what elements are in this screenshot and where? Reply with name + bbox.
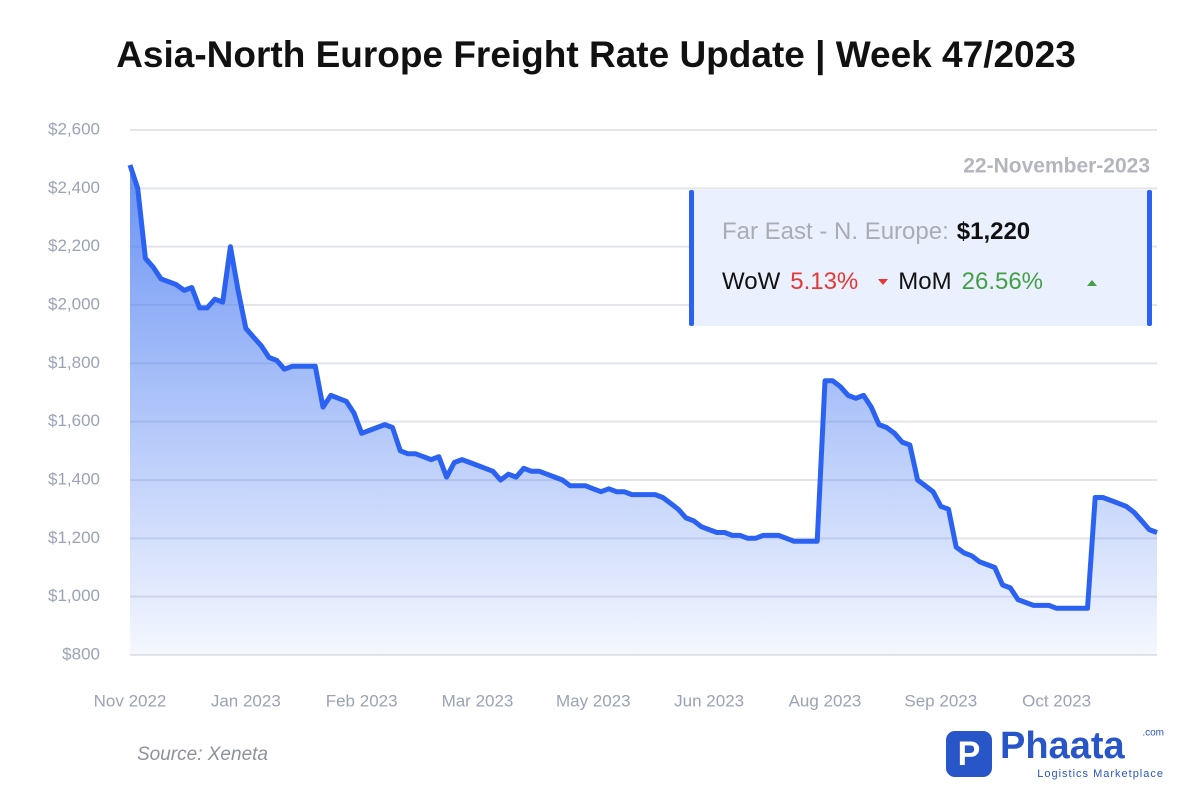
rate: $1,220 [957, 218, 1030, 245]
info-box-edge [1147, 190, 1152, 326]
x-tick-label: Feb 2023 [326, 691, 398, 710]
info-box [691, 190, 1151, 326]
y-tick-label: $2,200 [48, 236, 100, 255]
x-tick-label: Aug 2023 [789, 691, 862, 710]
up-arrow [1087, 280, 1097, 286]
route: Far East - N. Europe: [722, 218, 949, 245]
wow: 5.13% [790, 268, 858, 295]
logo-icon [946, 731, 992, 777]
x-tick-label: Nov 2022 [94, 691, 167, 710]
y-tick-label: $2,000 [48, 294, 100, 313]
y-tick-label: $1,800 [48, 353, 100, 372]
y-tick-label: $1,400 [48, 469, 100, 488]
mom: 26.56% [962, 268, 1043, 295]
info-date: 22-November-2023 [963, 155, 1150, 178]
x-tick-label: Jan 2023 [211, 691, 281, 710]
wow-label: WoW [722, 268, 781, 295]
y-tick-label: $2,400 [48, 178, 100, 197]
brand-name: Phaata [1000, 725, 1125, 767]
x-tick-label: Sep 2023 [904, 691, 977, 710]
x-tick-label: Oct 2023 [1022, 691, 1091, 710]
x-tick-label: May 2023 [556, 691, 631, 710]
info-route: Far East - N. Europe: $1,220 [722, 218, 1030, 245]
source: Source: Xeneta [137, 744, 268, 765]
logo-letter: P [958, 735, 981, 773]
chart-title: Asia-North Europe Freight Rate Update | … [116, 34, 1076, 76]
y-tick-label: $800 [62, 644, 100, 663]
y-tick-label: $1,600 [48, 411, 100, 430]
area [130, 165, 1157, 655]
y-tick-label: $1,000 [48, 586, 100, 605]
x-tick-label: Jun 2023 [674, 691, 744, 710]
y-tick-label: $1,200 [48, 528, 100, 547]
down-arrow [878, 279, 888, 285]
mom-label: MoM [898, 268, 951, 295]
info-box-edge [689, 190, 694, 326]
x-tick-label: Mar 2023 [442, 691, 514, 710]
line [127, 164, 1158, 611]
brand-suffix: .com [1142, 728, 1164, 739]
info-change: WoW 5.13% MoM 26.56% [722, 268, 1043, 295]
y-tick-label: $2,600 [48, 119, 100, 138]
brand-tagline: Logistics Marketplace [1037, 768, 1164, 780]
